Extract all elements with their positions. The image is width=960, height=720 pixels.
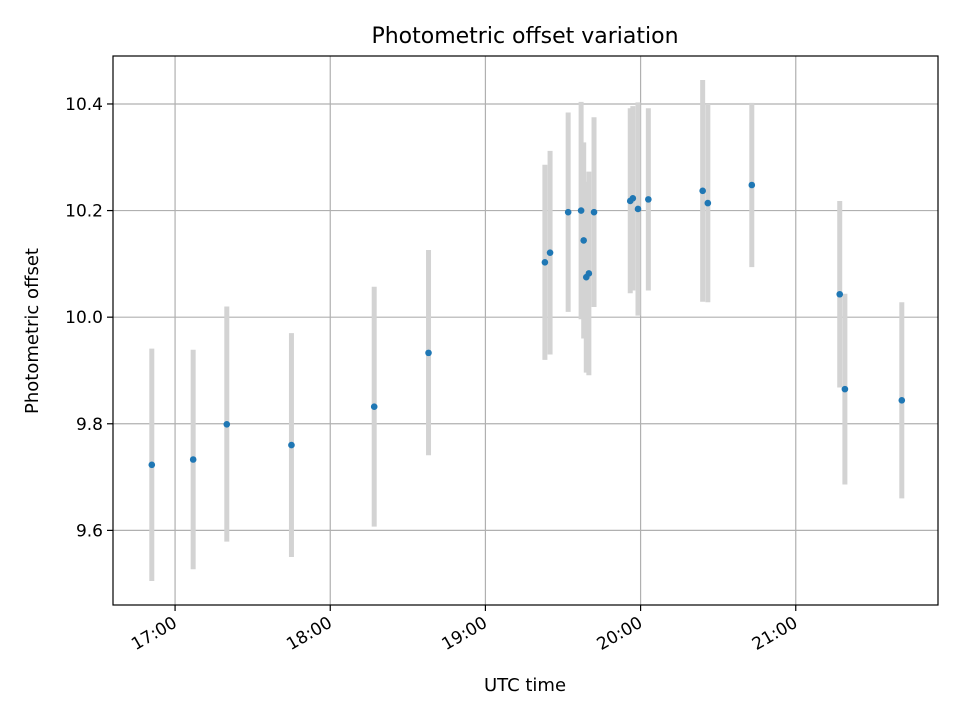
data-points: [148, 181, 906, 469]
y-axis-ticks: 9.6 9.8 10.0 10.2 10.4: [65, 95, 113, 541]
data-point: [288, 441, 295, 449]
data-point: [148, 461, 156, 469]
data-point: [836, 290, 844, 298]
plot-frame: [112, 55, 939, 606]
data-point: [546, 249, 554, 256]
y-tick-label: 9.6: [76, 521, 103, 541]
data-point: [590, 208, 598, 216]
y-tick-label: 10.4: [65, 95, 103, 115]
data-point: [577, 207, 585, 214]
grid-lines: [113, 56, 938, 605]
data-point: [748, 181, 756, 189]
data-point: [841, 385, 849, 393]
data-point: [189, 456, 197, 463]
data-point: [629, 195, 637, 202]
y-tick-label: 10.0: [65, 308, 103, 328]
data-point: [585, 270, 593, 277]
data-point: [645, 196, 652, 203]
data-point: [580, 237, 587, 244]
data-point: [564, 208, 572, 216]
y-tick-label: 9.8: [76, 415, 103, 435]
data-point: [223, 421, 231, 428]
data-point: [541, 258, 549, 266]
data-point: [370, 403, 378, 411]
y-axis-label: Photometric offset: [22, 248, 43, 414]
y-tick-label: 10.2: [65, 202, 103, 222]
data-point: [898, 397, 906, 404]
data-point: [699, 187, 706, 195]
x-axis-label: UTC time: [484, 675, 566, 696]
data-point: [425, 349, 432, 357]
data-point: [704, 199, 712, 207]
data-point: [634, 205, 642, 213]
chart-title: Photometric offset variation: [371, 24, 678, 49]
